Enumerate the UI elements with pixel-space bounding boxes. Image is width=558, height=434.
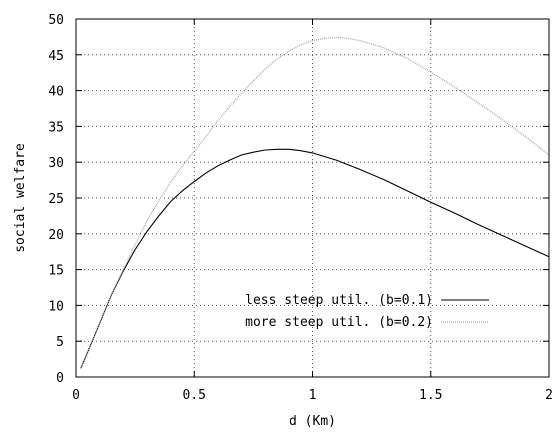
series-lines — [80, 36, 550, 369]
x-tick-label: 2 — [545, 388, 553, 403]
x-axis-label: d (Km) — [289, 414, 336, 429]
x-tick-label: 0 — [72, 388, 80, 403]
y-tick-label: 40 — [48, 85, 64, 100]
y-tick-label: 50 — [48, 13, 64, 28]
legend-label-more-steep: more steep util. (b=0.2) — [245, 315, 433, 330]
x-tick-label: 1.5 — [419, 388, 442, 403]
grid-lines — [76, 19, 549, 377]
y-tick-label: 25 — [48, 192, 64, 207]
y-axis-label: social welfare — [13, 143, 28, 253]
y-tick-label: 30 — [48, 156, 64, 171]
y-tick-label: 15 — [48, 264, 64, 279]
plot-frame — [75, 18, 550, 378]
legend: less steep util. (b=0.1) more steep util… — [245, 293, 489, 330]
x-tick-label: 0.5 — [183, 388, 206, 403]
y-tick-label: 20 — [48, 228, 64, 243]
series-line-0 — [80, 148, 550, 369]
y-tick-label: 10 — [48, 299, 64, 314]
y-tick-label: 0 — [56, 371, 64, 386]
series-line-1 — [80, 36, 550, 369]
y-tick-label: 5 — [56, 335, 64, 350]
x-tick-label: 1 — [309, 388, 317, 403]
legend-label-less-steep: less steep util. (b=0.1) — [245, 293, 433, 308]
y-tick-label: 45 — [48, 49, 64, 64]
y-tick-label: 35 — [48, 120, 64, 135]
